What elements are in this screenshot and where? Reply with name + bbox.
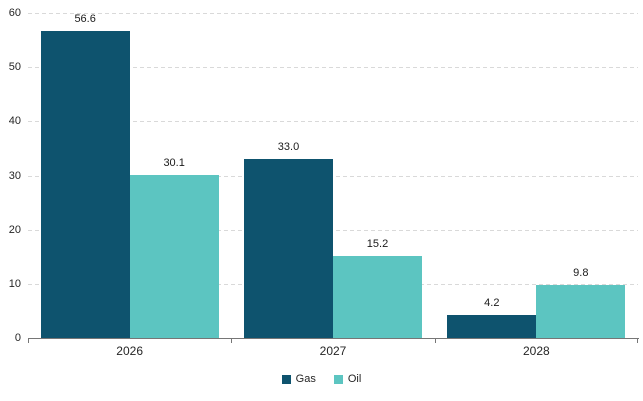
y-tick-label-40: 40 [8, 115, 21, 128]
bar-value-label-gas-2028: 4.2 [484, 297, 500, 310]
plot-area: 56.6 30.1 33.0 15.2 4.2 9.8 [28, 13, 638, 338]
bar-gas-2026 [40, 31, 130, 338]
bar-oil-2028 [536, 284, 626, 338]
bar-oil-2026 [129, 174, 219, 338]
legend-item-oil: Oil [333, 373, 362, 385]
bar-value-label-gas-2026: 56.6 [74, 13, 96, 26]
gridline-y-50 [28, 67, 638, 69]
legend-label-gas: Gas [295, 373, 316, 385]
x-category-label-2028: 2028 [522, 344, 550, 358]
y-tick-label-20: 20 [8, 223, 21, 236]
x-axis-tick-2 [434, 339, 436, 343]
x-axis-tick-0 [28, 339, 29, 343]
legend-swatch-oil [333, 374, 343, 384]
gridline-y-20 [28, 229, 638, 231]
bar-value-label-oil-2027: 15.2 [366, 237, 389, 250]
gridline-y-60 [28, 13, 638, 14]
bar-gas-2027 [244, 159, 333, 338]
x-axis-tick-3 [637, 339, 638, 343]
legend: Gas Oil [0, 373, 643, 385]
bar-value-label-oil-2028: 9.8 [573, 266, 589, 279]
y-axis: 0 10 20 30 40 50 60 [0, 7, 21, 344]
x-category-label-2027: 2027 [319, 344, 347, 358]
y-tick-label-50: 50 [8, 61, 21, 74]
gridline-y-40 [28, 121, 638, 123]
x-axis-tick-1 [231, 339, 233, 343]
y-tick-label-30: 30 [8, 169, 21, 182]
bar-value-label-oil-2026: 30.1 [163, 156, 185, 169]
legend-item-gas: Gas [281, 373, 316, 385]
y-tick-label-60: 60 [8, 7, 21, 19]
bar-gas-2028 [447, 315, 537, 338]
y-tick-label-10: 10 [8, 277, 21, 290]
legend-label-oil: Oil [347, 373, 362, 385]
y-tick-label-0: 0 [14, 332, 21, 344]
x-category-label-2026: 2026 [116, 344, 144, 358]
bar-value-label-gas-2027: 33.0 [277, 141, 300, 154]
bar-oil-2027 [333, 255, 422, 338]
gridline-y-30 [28, 175, 638, 177]
x-axis-line [28, 338, 639, 339]
legend-swatch-gas [281, 374, 291, 384]
